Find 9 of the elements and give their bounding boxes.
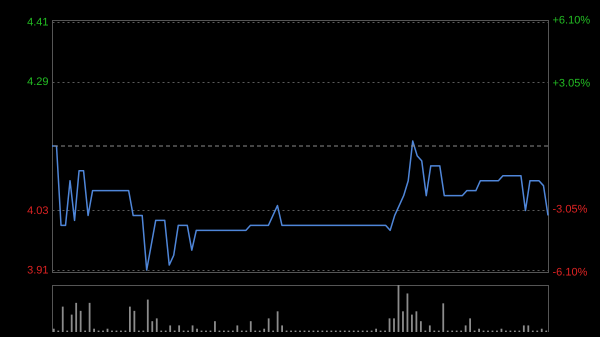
y-tick-label: 3.91: [27, 264, 48, 277]
y-tick-label: 4.03: [27, 204, 48, 217]
y2-tick-label: -6.10%: [552, 266, 588, 278]
line-series: [51, 140, 549, 271]
y2-tick-label: +6.10%: [552, 14, 590, 26]
y-tick-label: 4.29: [27, 76, 48, 88]
y-tick-label: 4.41: [27, 16, 48, 28]
y2-tick-label: +3.05%: [552, 78, 590, 90]
y2-tick-label: -3.05%: [552, 204, 588, 216]
